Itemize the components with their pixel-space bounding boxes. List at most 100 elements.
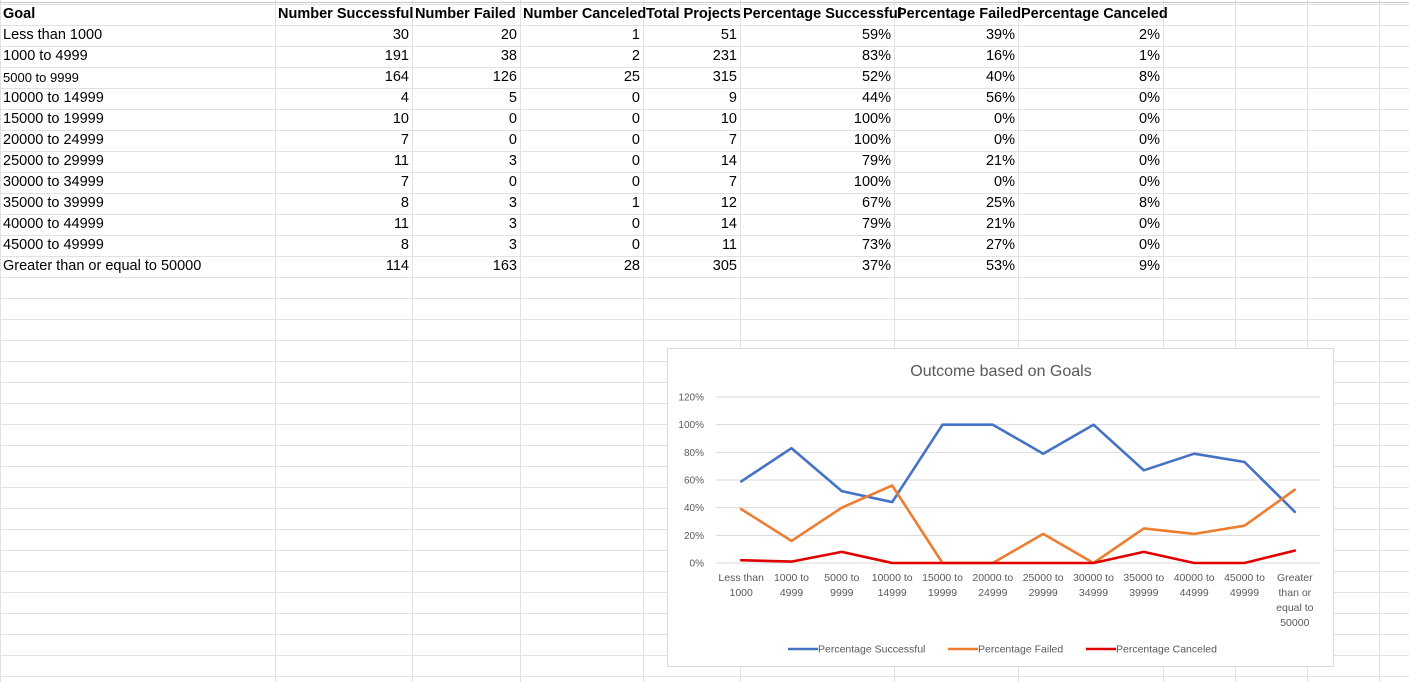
row-label-cell[interactable]: Less than 1000 [3,27,103,43]
table-cell[interactable]: 79% [861,216,891,232]
table-cell[interactable]: 0 [508,132,517,148]
table-cell[interactable]: 5 [508,90,517,106]
table-cell[interactable]: 10 [392,111,409,127]
table-cell[interactable]: 16% [985,48,1015,64]
table-cell[interactable]: 0% [994,132,1015,148]
legend-entry[interactable]: Percentage Failed [978,644,1063,656]
row-label-cell[interactable]: 35000 to 39999 [3,195,104,211]
series-line-0[interactable] [739,423,1297,514]
table-cell[interactable]: 14 [720,153,737,169]
table-cell[interactable]: 191 [384,48,409,64]
row-label-cell[interactable]: 20000 to 24999 [3,132,104,148]
table-cell[interactable]: 3 [508,195,517,211]
table-cell[interactable]: 20 [500,27,517,43]
table-cell[interactable]: 2% [1139,27,1160,43]
table-cell[interactable]: 38 [500,48,517,64]
table-cell[interactable]: 7 [400,174,409,190]
table-cell[interactable]: 0% [1139,153,1160,169]
table-cell[interactable]: 8 [400,237,409,253]
table-cell[interactable]: 3 [508,216,517,232]
table-cell[interactable]: 56% [985,90,1015,106]
column-header[interactable]: Percentage Successful [743,6,902,22]
table-cell[interactable]: 8 [400,195,409,211]
table-cell[interactable]: 73% [861,237,891,253]
table-cell[interactable]: 100% [853,174,891,190]
row-label-cell[interactable]: 10000 to 14999 [3,90,104,106]
table-cell[interactable]: 0% [994,111,1015,127]
legend-entry[interactable]: Percentage Canceled [1116,644,1217,656]
table-cell[interactable]: 1 [631,195,640,211]
series-line-2[interactable] [739,549,1297,565]
table-cell[interactable]: 7 [728,132,737,148]
table-cell[interactable]: 163 [492,258,517,274]
table-cell[interactable]: 0% [1139,237,1160,253]
row-label-cell[interactable]: 40000 to 44999 [3,216,104,232]
table-cell[interactable]: 114 [385,258,409,274]
table-cell[interactable]: 164 [384,69,409,85]
table-cell[interactable]: 67% [861,195,891,211]
table-cell[interactable]: 100% [853,111,891,127]
table-cell[interactable]: 51 [720,27,737,43]
table-cell[interactable]: 0 [631,153,640,169]
table-cell[interactable]: 27% [985,237,1015,253]
row-label-cell[interactable]: Greater than or equal to 50000 [3,258,202,274]
table-cell[interactable]: 3 [508,237,517,253]
table-cell[interactable]: 53% [985,258,1015,274]
table-cell[interactable]: 25 [623,69,640,85]
table-cell[interactable]: 0% [1139,174,1160,190]
row-label-cell[interactable]: 25000 to 29999 [3,153,104,169]
column-header[interactable]: Number Failed [415,6,516,22]
table-cell[interactable]: 0 [631,90,640,106]
column-header[interactable]: Number Successful [278,6,414,22]
table-cell[interactable]: 11 [393,153,409,169]
table-cell[interactable]: 0% [1139,111,1160,127]
table-cell[interactable]: 21% [985,153,1015,169]
table-cell[interactable]: 4 [400,90,409,106]
table-cell[interactable]: 126 [492,69,517,85]
table-cell[interactable]: 231 [712,48,737,64]
row-label-cell[interactable]: 1000 to 4999 [3,48,88,64]
table-cell[interactable]: 1% [1139,48,1160,64]
table-cell[interactable]: 0 [631,111,640,127]
table-cell[interactable]: 30 [392,27,409,43]
table-cell[interactable]: 44% [861,90,891,106]
table-cell[interactable]: 0 [631,132,640,148]
table-cell[interactable]: 14 [720,216,737,232]
table-cell[interactable]: 0 [631,216,640,232]
column-header[interactable]: Goal [3,6,36,22]
row-label-cell[interactable]: 45000 to 49999 [3,237,104,253]
line-chart[interactable]: Outcome based on Goals 0% 20% 40% 60% 80% 100%… [667,348,1334,667]
row-label-cell[interactable]: 5000 to 9999 [3,70,79,85]
table-cell[interactable]: 9 [728,90,737,106]
table-cell[interactable]: 37% [861,258,891,274]
table-cell[interactable]: 28 [623,258,640,274]
table-cell[interactable]: 1 [631,27,640,43]
table-cell[interactable]: 11 [721,237,737,253]
table-cell[interactable]: 21% [985,216,1015,232]
column-header[interactable]: Percentage Canceled [1021,6,1168,22]
table-cell[interactable]: 3 [508,153,517,169]
table-cell[interactable]: 0 [508,174,517,190]
column-header[interactable]: Number Canceled [523,6,647,22]
table-cell[interactable]: 79% [861,153,891,169]
table-cell[interactable]: 40% [985,69,1015,85]
table-cell[interactable]: 7 [728,174,737,190]
table-cell[interactable]: 0% [1139,132,1160,148]
table-cell[interactable]: 83% [861,48,891,64]
series-line-1[interactable] [739,484,1297,565]
table-cell[interactable]: 0% [1139,216,1160,232]
table-cell[interactable]: 0% [994,174,1015,190]
table-cell[interactable]: 52% [861,69,891,85]
table-cell[interactable]: 59% [861,27,891,43]
table-cell[interactable]: 9% [1139,258,1160,274]
table-cell[interactable]: 8% [1139,195,1160,211]
table-cell[interactable]: 39% [985,27,1015,43]
table-cell[interactable]: 0 [508,111,517,127]
table-cell[interactable]: 8% [1139,69,1160,85]
table-cell[interactable]: 315 [712,69,737,85]
table-cell[interactable]: 25% [985,195,1015,211]
column-header[interactable]: Total Projects [646,6,741,22]
table-cell[interactable]: 305 [712,258,737,274]
table-cell[interactable]: 2 [631,48,640,64]
table-cell[interactable]: 10 [720,111,737,127]
